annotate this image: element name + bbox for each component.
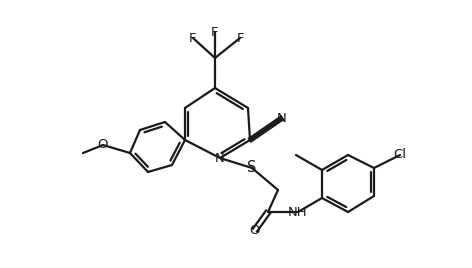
Text: Cl: Cl (394, 148, 406, 162)
Text: F: F (189, 32, 197, 44)
Text: N: N (277, 111, 287, 125)
Text: F: F (211, 25, 219, 39)
Text: F: F (236, 32, 244, 44)
Text: NH: NH (288, 206, 308, 218)
Text: N: N (215, 151, 225, 165)
Text: O: O (98, 139, 108, 151)
Text: S: S (247, 161, 257, 176)
Text: O: O (250, 224, 260, 236)
